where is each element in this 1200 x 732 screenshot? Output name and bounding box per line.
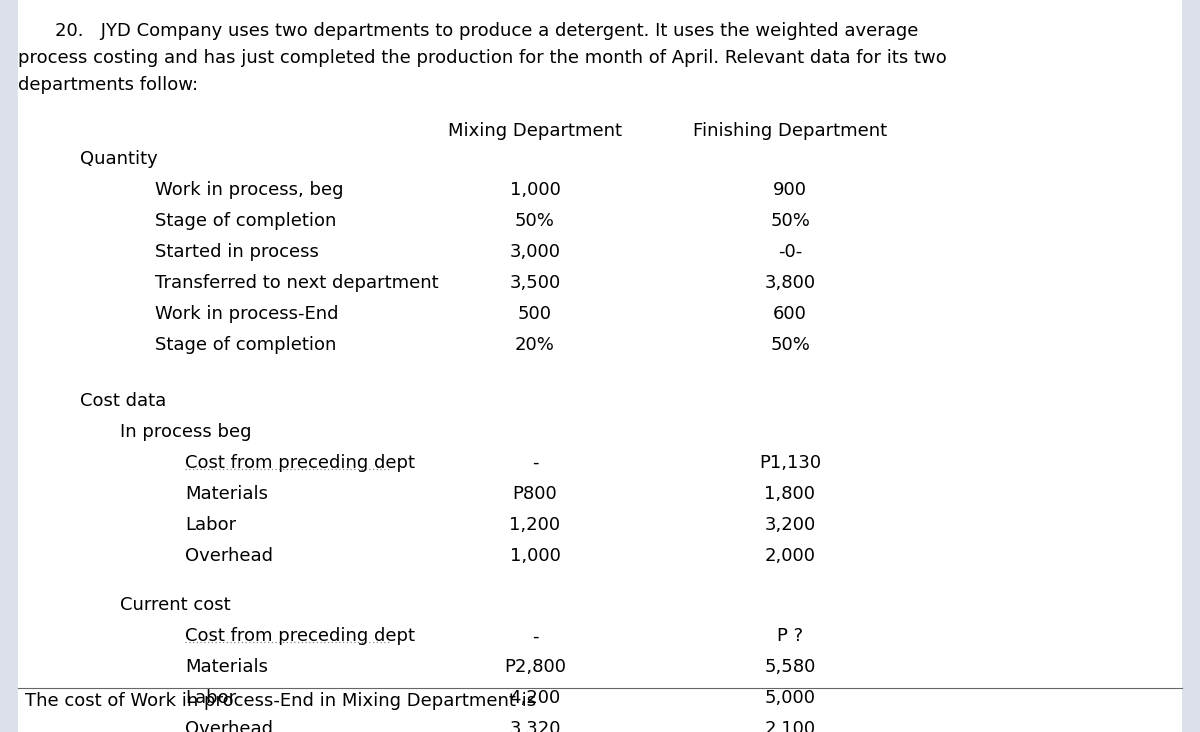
Text: 5,580: 5,580: [764, 658, 816, 676]
Text: P ?: P ?: [776, 627, 803, 646]
Text: -: -: [532, 454, 539, 472]
Text: 4,200: 4,200: [509, 690, 560, 707]
Text: 50%: 50%: [770, 212, 810, 230]
Text: 20%: 20%: [515, 336, 554, 354]
Text: 50%: 50%: [515, 212, 554, 230]
Text: 3,200: 3,200: [764, 516, 816, 534]
Text: Mixing Department: Mixing Department: [448, 122, 622, 140]
Text: Work in process, beg: Work in process, beg: [155, 181, 343, 199]
Text: 3,320: 3,320: [509, 720, 560, 732]
Text: P1,130: P1,130: [758, 454, 821, 472]
Text: 3,500: 3,500: [509, 274, 560, 292]
Text: Transferred to next department: Transferred to next department: [155, 274, 439, 292]
Text: Materials: Materials: [185, 485, 268, 503]
Text: 500: 500: [518, 305, 552, 323]
Text: Materials: Materials: [185, 658, 268, 676]
Text: Cost data: Cost data: [80, 392, 167, 410]
Text: 50%: 50%: [770, 336, 810, 354]
FancyBboxPatch shape: [18, 0, 1182, 732]
Text: Overhead: Overhead: [185, 720, 274, 732]
Text: Stage of completion: Stage of completion: [155, 336, 336, 354]
Text: In process beg: In process beg: [120, 423, 252, 441]
Text: 600: 600: [773, 305, 806, 323]
Text: 3,800: 3,800: [764, 274, 816, 292]
Text: -: -: [532, 627, 539, 646]
Text: 2,100: 2,100: [764, 720, 816, 732]
Text: 3,000: 3,000: [510, 243, 560, 261]
Text: Labor: Labor: [185, 690, 236, 707]
Text: 20.   JYD Company uses two departments to produce a detergent. It uses the weigh: 20. JYD Company uses two departments to …: [55, 22, 918, 40]
Text: 5,000: 5,000: [764, 690, 816, 707]
Text: Cost from preceding dept: Cost from preceding dept: [185, 627, 415, 646]
Text: departments follow:: departments follow:: [18, 76, 198, 94]
Text: Current cost: Current cost: [120, 597, 230, 614]
Text: -0-: -0-: [778, 243, 802, 261]
Text: P2,800: P2,800: [504, 658, 566, 676]
Text: 1,800: 1,800: [764, 485, 816, 503]
Text: process costing and has just completed the production for the month of April. Re: process costing and has just completed t…: [18, 49, 947, 67]
Text: 2,000: 2,000: [764, 547, 816, 565]
Text: Stage of completion: Stage of completion: [155, 212, 336, 230]
Text: Labor: Labor: [185, 516, 236, 534]
Text: 900: 900: [773, 181, 808, 199]
Text: P800: P800: [512, 485, 557, 503]
Text: Finishing Department: Finishing Department: [692, 122, 887, 140]
Text: 1,200: 1,200: [510, 516, 560, 534]
Text: The cost of Work in process-End in Mixing Department is: The cost of Work in process-End in Mixin…: [25, 692, 536, 710]
Text: Started in process: Started in process: [155, 243, 319, 261]
Text: Work in process-End: Work in process-End: [155, 305, 338, 323]
Text: Cost from preceding dept: Cost from preceding dept: [185, 454, 415, 472]
Text: 1,000: 1,000: [510, 547, 560, 565]
Text: 1,000: 1,000: [510, 181, 560, 199]
Text: Quantity: Quantity: [80, 150, 157, 168]
Text: Overhead: Overhead: [185, 547, 274, 565]
